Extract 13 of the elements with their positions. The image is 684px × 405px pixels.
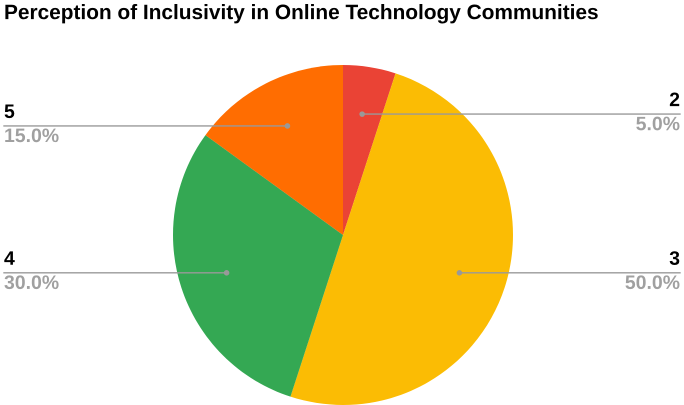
pie-slice xyxy=(343,65,396,235)
slice-label: 5 xyxy=(4,104,14,118)
slice-label: 3 xyxy=(670,251,680,266)
data-label: 5.0% xyxy=(636,116,680,130)
slice-label: 2 xyxy=(670,92,680,106)
data-label: 50.0% xyxy=(625,275,680,290)
pie-slice xyxy=(173,135,343,397)
slice-label: 4 xyxy=(4,251,15,265)
data-label: 30.0% xyxy=(4,275,59,290)
chart-title: Perception of Inclusivity in Online Technology Communities xyxy=(5,4,598,24)
pie-slice xyxy=(290,73,513,405)
data-label: 15.0% xyxy=(5,128,59,142)
pie-slice xyxy=(205,65,343,235)
